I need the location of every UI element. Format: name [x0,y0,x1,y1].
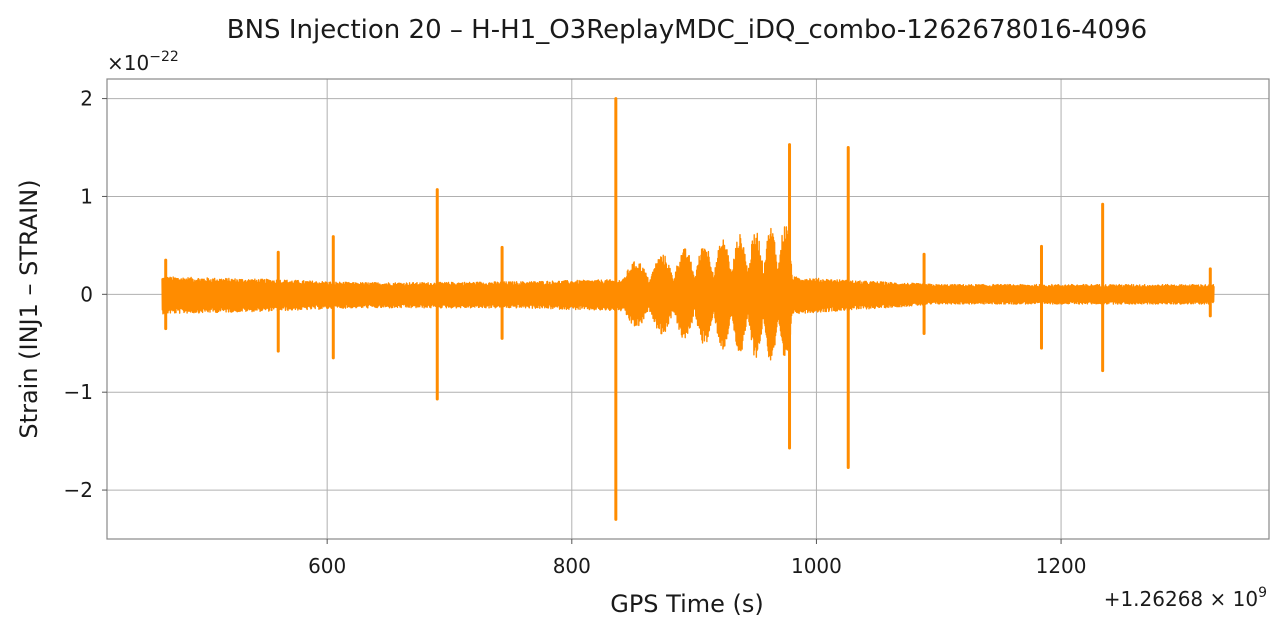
y-tick-label: −2 [64,478,93,502]
y-scale-label: ×10−22 [107,49,179,75]
x-tick-label: 1000 [791,554,842,578]
x-tick-label: 1200 [1036,554,1087,578]
chart-title: BNS Injection 20 – H-H1_O3ReplayMDC_iDQ_… [227,15,1147,45]
strain-series-line [161,226,1215,361]
plot-frame [106,78,1270,540]
y-scale-exp: −22 [149,49,179,65]
x-tick-label: 600 [308,554,346,578]
series-layer [161,97,1215,521]
x-offset-exp: 9 [1258,585,1267,601]
y-axis-label: Strain (INJ1 – STRAIN) [15,179,43,438]
x-offset-label: +1.26268 × 109 [1104,585,1267,611]
x-tick-label: 800 [553,554,591,578]
y-tick-label: 0 [80,282,93,306]
x-offset-base: +1.26268 [1104,587,1203,611]
y-tick-label: −1 [64,380,93,404]
x-axis-ticks: 600 800 1000 1200 [308,539,1087,578]
y-axis-ticks: 2 1 0 −1 −2 [64,87,107,502]
y-scale-base: ×10 [107,51,149,75]
x-offset-times: × 10 [1203,587,1258,611]
x-axis-label: GPS Time (s) [610,590,764,618]
y-tick-label: 1 [80,184,93,208]
y-tick-label: 2 [80,87,93,111]
